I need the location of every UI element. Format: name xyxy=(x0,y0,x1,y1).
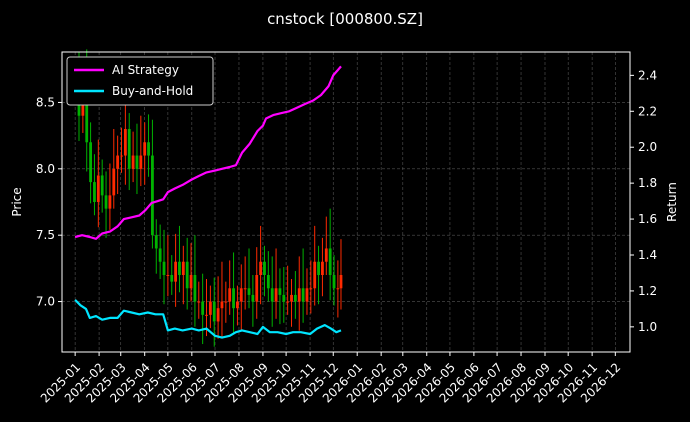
candle-body xyxy=(321,261,324,276)
chart-title: cnstock [000800.SZ] xyxy=(267,10,423,28)
candle-body xyxy=(282,294,286,302)
candle-body xyxy=(89,142,92,183)
candle-body xyxy=(290,294,293,302)
legend-label-ai-strategy: AI Strategy xyxy=(112,63,179,77)
candle-body xyxy=(263,261,266,276)
candle-body xyxy=(135,155,139,169)
candle-body xyxy=(178,261,181,276)
candle-body xyxy=(151,155,154,236)
candle-body xyxy=(104,195,108,209)
left-y-axis: 7.0 7.5 8.0 8.5 xyxy=(36,95,62,309)
candle-body xyxy=(286,301,290,303)
left-tick-label: 7.5 xyxy=(36,228,55,242)
candle-body xyxy=(116,155,120,169)
candle-body xyxy=(166,275,170,277)
candle-body xyxy=(185,261,189,289)
series-lines xyxy=(74,65,342,339)
candle-body xyxy=(336,288,340,290)
ai-strategy-line xyxy=(74,65,342,240)
right-tick-label: 1.0 xyxy=(638,320,657,334)
right-tick-label: 1.8 xyxy=(638,176,657,190)
right-tick-label: 1.6 xyxy=(638,212,657,226)
candle-body xyxy=(127,128,131,169)
candle-body xyxy=(181,261,185,276)
candle-body xyxy=(228,288,232,302)
candle-body xyxy=(317,261,320,276)
candle-body xyxy=(174,261,177,282)
left-tick-label: 8.5 xyxy=(36,95,55,109)
candle-body xyxy=(147,142,150,156)
candle-body xyxy=(247,288,251,295)
candle-body xyxy=(139,155,143,169)
candle-body xyxy=(93,182,96,202)
right-tick-label: 2.2 xyxy=(638,104,657,118)
candle-body xyxy=(224,301,228,303)
candle-body xyxy=(154,235,158,249)
candle-body xyxy=(212,301,216,322)
candle-body xyxy=(108,195,112,209)
candle-body xyxy=(158,248,162,262)
candle-body xyxy=(339,275,343,289)
candle-body xyxy=(232,288,235,309)
candle-body xyxy=(170,275,174,282)
right-axis-label: Return xyxy=(665,182,679,222)
candle-body xyxy=(112,168,116,196)
candle-body xyxy=(193,275,197,302)
candle-body xyxy=(270,288,274,302)
candle-body xyxy=(162,261,166,276)
candle-body xyxy=(293,294,297,302)
candle-body xyxy=(278,288,282,295)
candle-body xyxy=(189,275,193,289)
right-y-axis: 1.0 1.2 1.4 1.6 1.8 2.0 2.2 2.4 xyxy=(630,68,657,334)
left-tick-label: 7.0 xyxy=(36,295,55,309)
candle-body xyxy=(96,175,100,202)
right-tick-label: 1.2 xyxy=(638,284,657,298)
candle-body xyxy=(328,248,332,276)
right-tick-label: 2.4 xyxy=(638,68,657,82)
candle-body xyxy=(239,288,243,302)
candle-body xyxy=(216,308,220,322)
buy-and-hold-line xyxy=(74,299,342,339)
candle-body xyxy=(259,261,263,276)
candle-body xyxy=(255,275,259,302)
candle-body xyxy=(205,314,208,316)
candle-body xyxy=(305,288,309,302)
candle-body xyxy=(201,301,205,315)
left-tick-label: 8.0 xyxy=(36,162,55,176)
candle-body xyxy=(332,275,336,289)
candle-body xyxy=(143,142,147,156)
right-tick-label: 1.4 xyxy=(638,248,657,262)
candle-body xyxy=(131,155,135,169)
plot-frame xyxy=(61,51,631,353)
candle-body xyxy=(100,175,104,196)
candle-body xyxy=(297,288,301,302)
candle-body xyxy=(220,301,224,309)
candle-body xyxy=(251,294,255,302)
candle-body xyxy=(274,288,278,302)
candle-body xyxy=(324,248,328,262)
right-tick-label: 2.0 xyxy=(638,140,657,154)
candle-body xyxy=(236,301,239,309)
candle-body xyxy=(197,301,201,303)
candle-body xyxy=(243,288,247,290)
left-axis-label: Price xyxy=(10,187,24,216)
candle-body xyxy=(266,275,270,289)
candle-body xyxy=(309,288,313,290)
candle-body xyxy=(313,261,317,289)
candle-body xyxy=(208,301,212,315)
candle-body xyxy=(123,128,127,156)
legend: AI Strategy Buy-and-Hold xyxy=(66,56,214,106)
legend-label-buy-and-hold: Buy-and-Hold xyxy=(112,84,193,98)
candle-body xyxy=(120,155,123,157)
candle-body xyxy=(301,288,305,302)
candle-body xyxy=(85,89,89,143)
